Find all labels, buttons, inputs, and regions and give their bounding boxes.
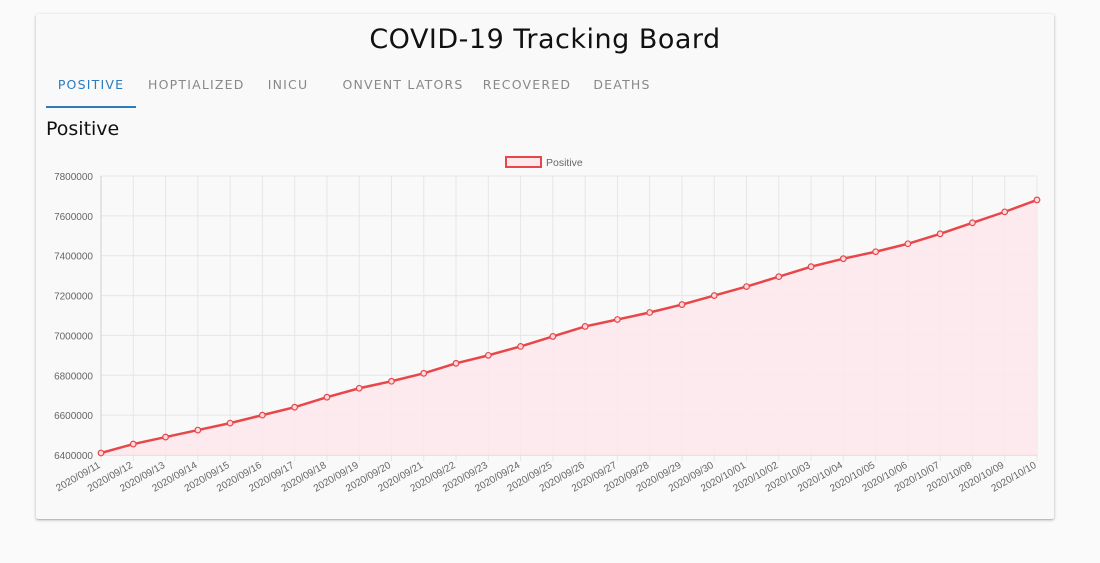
data-point (646, 309, 654, 316)
tab-positive[interactable]: POSITIVE (46, 72, 136, 108)
data-point (872, 248, 880, 256)
section-title: Positive (46, 118, 120, 140)
data-point (581, 323, 589, 330)
data-point (291, 403, 299, 411)
data-point (97, 449, 105, 457)
data-point (452, 359, 460, 367)
tab-deaths[interactable]: DEATHS (593, 77, 651, 92)
legend-swatch-positive (505, 156, 542, 168)
data-point (517, 342, 524, 350)
series-line-positive (100, 198, 1038, 455)
data-point (710, 292, 718, 299)
data-point (743, 283, 750, 291)
y-tick-label: 7800000 (54, 172, 93, 183)
tab-recovered[interactable]: RECOVERED (482, 77, 572, 92)
y-tick-label: 7200000 (54, 292, 93, 303)
tab-ventilators[interactable]: ONVENT LATORS (342, 77, 464, 92)
data-point (1001, 208, 1009, 216)
data-point (807, 263, 815, 271)
data-point (162, 433, 169, 441)
data-point (614, 316, 621, 323)
tab-hospitalized[interactable]: HOPTIALIZED (148, 77, 245, 92)
data-point (420, 369, 428, 377)
data-point (936, 230, 944, 238)
data-point (904, 240, 912, 248)
data-point (775, 273, 783, 281)
tab-icu[interactable]: INICU (267, 77, 309, 92)
data-point (839, 255, 847, 263)
data-point (969, 219, 976, 227)
data-point (484, 351, 492, 359)
data-point (549, 333, 557, 340)
y-tick-label: 6400000 (54, 451, 93, 462)
y-tick-label: 6800000 (54, 371, 93, 382)
data-point (226, 419, 234, 427)
y-tick-label: 6600000 (54, 411, 93, 422)
data-point (355, 384, 363, 392)
data-point (678, 301, 686, 308)
y-tick-label: 7400000 (54, 252, 93, 263)
legend-label-positive: Positive (546, 157, 583, 169)
data-point (258, 411, 266, 419)
data-point (323, 393, 331, 401)
data-point (129, 440, 137, 448)
y-tick-label: 7000000 (54, 331, 93, 342)
data-point (1033, 196, 1041, 204)
y-tick-label: 7600000 (54, 212, 93, 223)
page-title: COVID-19 Tracking Board (369, 24, 721, 55)
data-point (388, 377, 395, 385)
data-point (194, 426, 202, 434)
series-area-positive (101, 199, 1037, 455)
